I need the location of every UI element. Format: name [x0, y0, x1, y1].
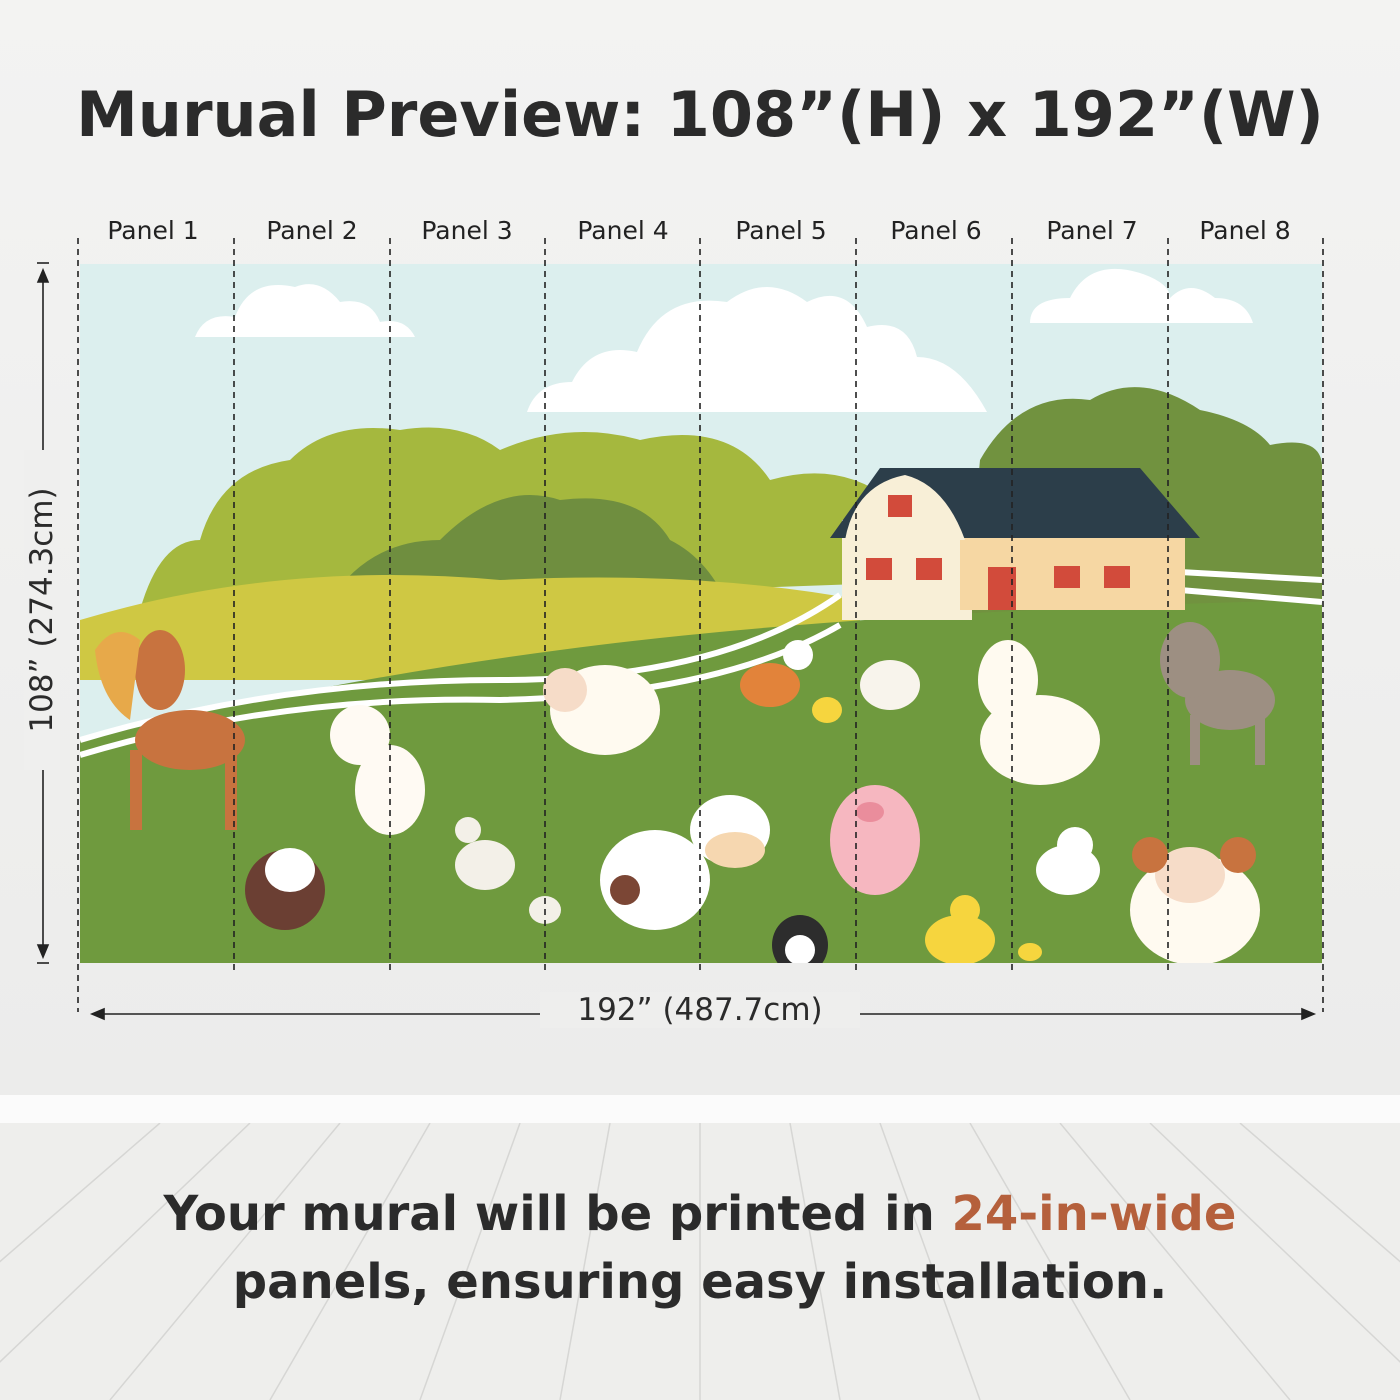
- rooster: [740, 640, 813, 707]
- panel-label-6: Panel 6: [890, 216, 982, 245]
- panel-label-7: Panel 7: [1046, 216, 1138, 245]
- alpaca: [978, 640, 1100, 785]
- dimension-arrows: [36, 262, 1317, 1021]
- caption: Your mural will be printed in 24-in-wide…: [0, 1180, 1400, 1316]
- clouds: [195, 268, 1253, 412]
- duck: [455, 817, 515, 890]
- panel-label-1: Panel 1: [107, 216, 199, 245]
- caption-line2: panels, ensuring easy installation.: [232, 1254, 1168, 1310]
- panel-label-3: Panel 3: [421, 216, 513, 245]
- donkey: [1160, 622, 1275, 765]
- barn: [830, 468, 1200, 620]
- panel-label-4: Panel 4: [577, 216, 669, 245]
- width-dimension-label: 192” (487.7cm): [540, 992, 860, 1028]
- panel-label-8: Panel 8: [1199, 216, 1291, 245]
- pig: [830, 785, 920, 895]
- page-title: Murual Preview: 108”(H) x 192”(W): [76, 78, 1324, 151]
- hen: [860, 660, 920, 710]
- duckling-yellow: [925, 895, 1042, 963]
- dog: [245, 848, 325, 930]
- cow: [600, 795, 770, 930]
- floor-boards: [0, 1123, 1400, 1400]
- mural-illustration: [36, 238, 1324, 1021]
- sheep: [543, 665, 660, 755]
- ram: [1130, 837, 1260, 963]
- panel-label-5: Panel 5: [735, 216, 827, 245]
- panel-dividers: [77, 238, 1324, 1012]
- caption-line1: Your mural will be printed in: [163, 1186, 952, 1242]
- rabbit: [1036, 827, 1100, 895]
- wood-floor: [0, 1123, 1400, 1400]
- chick: [812, 697, 842, 723]
- cat: [772, 915, 828, 963]
- caption-accent: 24-in-wide: [951, 1186, 1237, 1242]
- height-dimension-label: 108” (274.3cm): [24, 450, 60, 770]
- horse: [95, 630, 245, 830]
- panel-label-2: Panel 2: [266, 216, 358, 245]
